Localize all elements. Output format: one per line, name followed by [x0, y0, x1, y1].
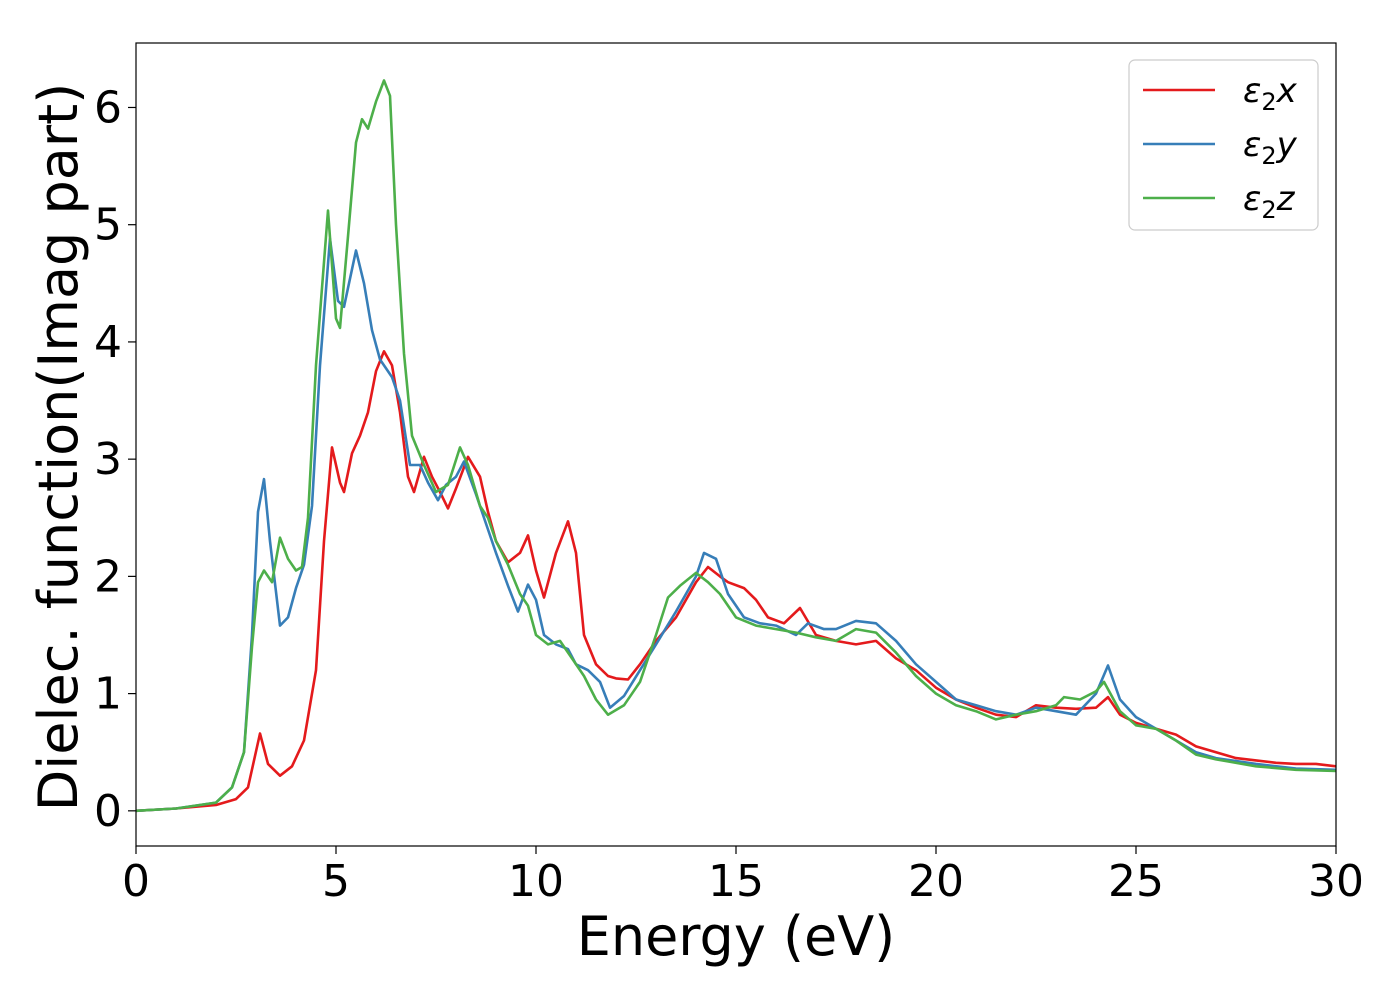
- x-tick-label: 30: [1308, 856, 1364, 907]
- y-tick-label: 4: [94, 317, 122, 368]
- y-tick-label: 3: [94, 434, 122, 485]
- legend-label-x: ε2x: [1243, 71, 1298, 116]
- legend-label-y: ε2y: [1243, 125, 1298, 170]
- y-tick-label: 0: [94, 786, 122, 837]
- y-tick-label: 2: [94, 551, 122, 602]
- legend: ε2x ε2y ε2z: [1128, 59, 1319, 231]
- x-tick-label: 25: [1108, 856, 1164, 907]
- ticks-layer: 0 5 10 15 20 25 30 0 1 2 3 4 5 6: [94, 82, 1364, 907]
- legend-label-z: ε2z: [1243, 179, 1296, 224]
- plot-frame: [135, 42, 1337, 847]
- y-axis-label: Dielec. function(Imag part): [27, 83, 90, 812]
- legend-box: [1128, 59, 1319, 231]
- x-tick-label: 15: [708, 856, 764, 907]
- x-axis-label: Energy (eV): [577, 905, 896, 968]
- series-layer: [136, 79, 1336, 813]
- x-tick-label: 5: [322, 856, 350, 907]
- x-tick-label: 10: [508, 856, 564, 907]
- series-line-z: [136, 79, 1336, 813]
- series-line-x: [136, 350, 1336, 813]
- y-tick-label: 5: [94, 200, 122, 251]
- y-tick-label: 6: [94, 82, 122, 133]
- y-tick-label: 1: [94, 669, 122, 720]
- x-tick-label: 20: [908, 856, 964, 907]
- x-tick-label: 0: [122, 856, 150, 907]
